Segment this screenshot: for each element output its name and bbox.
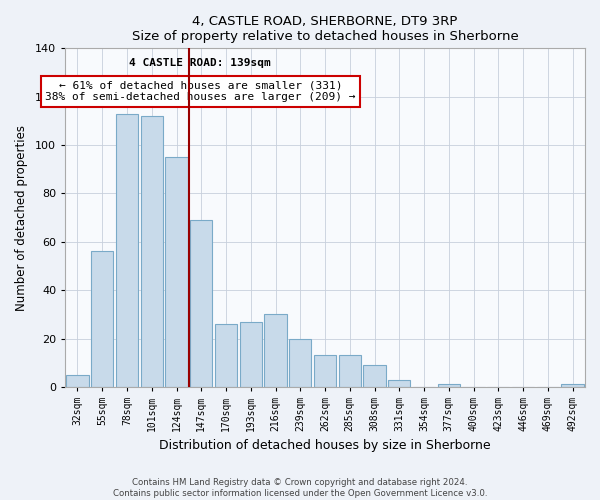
Bar — [239, 322, 262, 387]
Text: ← 61% of detached houses are smaller (331)
38% of semi-detached houses are large: ← 61% of detached houses are smaller (33… — [45, 80, 356, 102]
X-axis label: Distribution of detached houses by size in Sherborne: Distribution of detached houses by size … — [159, 440, 491, 452]
Bar — [116, 114, 138, 387]
Bar — [166, 157, 188, 387]
Bar — [289, 338, 311, 387]
Bar — [265, 314, 287, 387]
Bar — [91, 252, 113, 387]
Text: Contains HM Land Registry data © Crown copyright and database right 2024.
Contai: Contains HM Land Registry data © Crown c… — [113, 478, 487, 498]
Text: 4 CASTLE ROAD: 139sqm: 4 CASTLE ROAD: 139sqm — [130, 58, 271, 68]
Bar — [314, 356, 336, 387]
Title: 4, CASTLE ROAD, SHERBORNE, DT9 3RP
Size of property relative to detached houses : 4, CASTLE ROAD, SHERBORNE, DT9 3RP Size … — [131, 15, 518, 43]
Bar — [140, 116, 163, 387]
Y-axis label: Number of detached properties: Number of detached properties — [15, 124, 28, 310]
Bar — [388, 380, 410, 387]
Bar — [215, 324, 237, 387]
Bar — [562, 384, 584, 387]
Bar — [364, 365, 386, 387]
Bar — [67, 375, 89, 387]
Bar — [338, 356, 361, 387]
Bar — [437, 384, 460, 387]
Bar — [190, 220, 212, 387]
